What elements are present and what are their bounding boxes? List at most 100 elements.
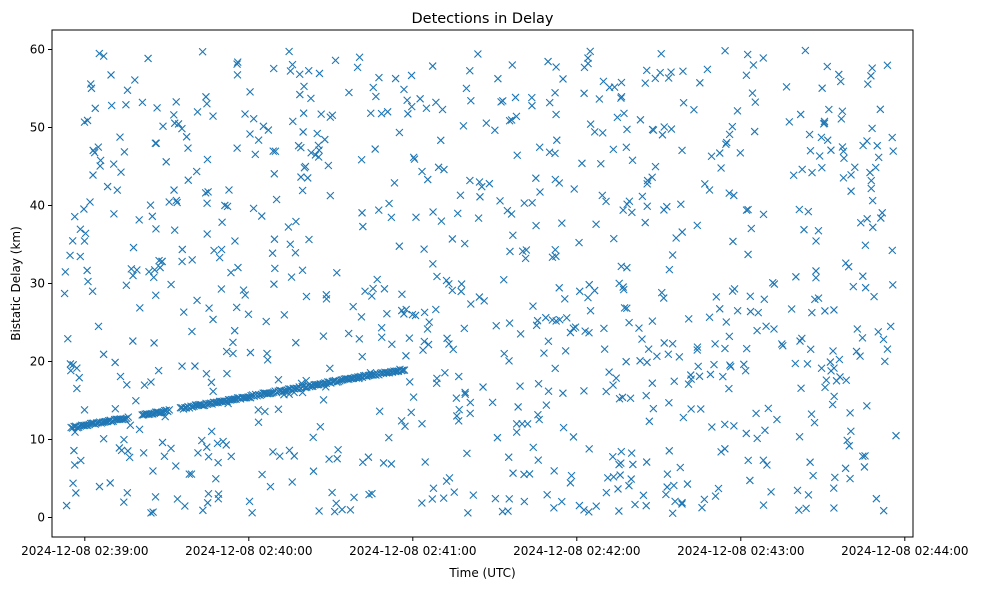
clutter-point — [135, 425, 144, 434]
clutter-point — [244, 310, 253, 319]
clutter-point — [384, 433, 393, 442]
clutter-point — [455, 405, 464, 414]
clutter-point — [628, 156, 637, 165]
clutter-point — [475, 293, 484, 301]
clutter-point — [319, 332, 328, 340]
clutter-point — [202, 443, 211, 452]
clutter-point — [532, 321, 541, 330]
clutter-point — [210, 246, 218, 255]
clutter-point — [150, 265, 159, 274]
clutter-point — [402, 351, 410, 360]
clutter-point — [846, 409, 854, 417]
clutter-point — [739, 360, 748, 369]
clutter-point — [431, 98, 440, 107]
clutter-point — [349, 302, 358, 311]
clutter-point — [405, 378, 414, 386]
track-point — [211, 398, 219, 407]
clutter-point — [580, 89, 588, 98]
clutter-point — [616, 471, 625, 479]
clutter-point — [358, 208, 366, 217]
clutter-point — [803, 360, 812, 368]
clutter-point — [465, 176, 474, 185]
track-point — [82, 421, 91, 429]
clutter-point — [280, 310, 289, 319]
clutter-point — [638, 335, 646, 344]
clutter-point — [146, 201, 155, 210]
clutter-point — [398, 290, 406, 299]
clutter-point — [590, 286, 599, 295]
clutter-point — [768, 278, 777, 287]
clutter-point — [227, 452, 236, 461]
clutter-point — [720, 420, 729, 429]
clutter-point — [609, 145, 618, 154]
clutter-point — [459, 121, 468, 130]
clutter-point — [745, 476, 754, 485]
clutter-point — [205, 304, 213, 312]
clutter-point — [684, 314, 693, 323]
clutter-point — [120, 435, 128, 444]
clutter-point — [801, 46, 810, 55]
clutter-point — [418, 419, 426, 428]
clutter-point — [545, 98, 554, 107]
clutter-point — [223, 202, 232, 211]
clutter-point — [580, 386, 588, 395]
x-axis: 2024-12-08 02:39:00 2024-12-08 02:40:00 20… — [21, 537, 969, 558]
clutter-point — [311, 151, 320, 159]
clutter-point — [615, 279, 624, 288]
clutter-point — [837, 114, 846, 123]
clutter-point — [493, 433, 502, 442]
clutter-point — [246, 87, 254, 96]
clutter-point — [570, 185, 579, 193]
clutter-point — [395, 128, 404, 137]
clutter-point — [602, 197, 610, 206]
clutter-point — [319, 395, 328, 404]
clutter-point — [585, 328, 593, 337]
chart-title: Detections in Delay — [411, 11, 553, 27]
clutter-point — [149, 273, 158, 282]
clutter-point — [557, 497, 566, 506]
clutter-point — [505, 116, 514, 125]
clutter-point — [466, 398, 475, 407]
clutter-point — [461, 390, 470, 399]
clutter-point — [229, 338, 237, 347]
clutter-point — [325, 364, 334, 373]
clutter-point — [794, 506, 803, 515]
clutter-point — [773, 415, 781, 424]
clutter-point — [551, 364, 560, 373]
clutter-point — [111, 358, 120, 367]
clutter-point — [152, 225, 160, 233]
clutter-point — [749, 61, 758, 69]
clutter-point — [463, 449, 471, 458]
track-point — [355, 373, 364, 381]
clutter-point — [185, 470, 194, 479]
clutter-point — [543, 490, 552, 499]
clutter-point — [129, 243, 138, 252]
clutter-point — [151, 492, 160, 501]
clutter-point — [258, 470, 266, 479]
clutter-point — [439, 494, 448, 503]
clutter-point — [482, 119, 491, 128]
clutter-point — [69, 479, 77, 488]
clutter-point — [628, 460, 637, 469]
clutter-point — [111, 404, 120, 413]
clutter-point — [179, 308, 188, 316]
clutter-point — [693, 343, 702, 352]
clutter-point — [672, 234, 681, 242]
clutter-point — [180, 502, 189, 510]
clutter-point — [552, 110, 560, 119]
clutter-point — [693, 221, 702, 230]
clutter-point — [883, 345, 892, 354]
clutter-point — [551, 245, 560, 254]
clutter-point — [408, 310, 417, 319]
clutter-point — [742, 71, 751, 80]
clutter-point — [551, 175, 560, 184]
clutter-point — [80, 237, 89, 245]
clutter-point — [700, 180, 709, 188]
track-point — [80, 421, 89, 430]
clutter-point — [209, 387, 218, 396]
clutter-point — [204, 489, 213, 498]
y-axis: 0 10 20 30 40 50 60 — [30, 43, 52, 525]
clutter-point — [785, 118, 794, 126]
clutter-point — [678, 228, 687, 236]
clutter-point — [201, 188, 210, 197]
